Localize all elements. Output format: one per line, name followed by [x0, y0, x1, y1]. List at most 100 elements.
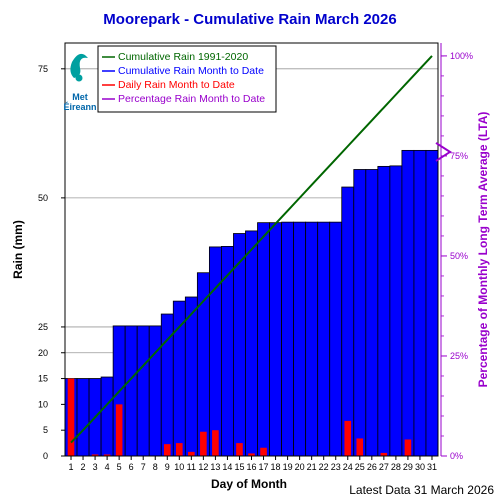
x-tick-label: 30 — [415, 462, 425, 472]
x-tick-label: 26 — [367, 462, 377, 472]
cumulative-bar — [401, 149, 415, 457]
cumulative-bar — [136, 325, 150, 457]
cumulative-bar — [208, 246, 222, 457]
y2-tick-label: 25% — [450, 351, 468, 361]
daily-bar — [404, 439, 412, 456]
logo-swirl-icon — [70, 53, 88, 78]
cumulative-bar — [389, 165, 403, 457]
y-tick-label: 0 — [43, 451, 48, 461]
x-tick-label: 28 — [391, 462, 401, 472]
daily-bar — [115, 404, 123, 456]
y-tick-label: 50 — [38, 193, 48, 203]
y-tick-label: 20 — [38, 348, 48, 358]
cumulative-bar — [293, 221, 307, 457]
y2-tick-label: 0% — [450, 451, 463, 461]
x-tick-label: 22 — [319, 462, 329, 472]
legend-item: Cumulative Rain 1991-2020 — [118, 51, 248, 63]
x-tick-label: 11 — [187, 462, 196, 472]
cumulative-bar — [341, 186, 355, 457]
chart-title: Moorepark - Cumulative Rain March 2026 — [103, 11, 396, 28]
legend: Cumulative Rain 1991-2020 Cumulative Rain… — [97, 45, 277, 113]
cumulative-bar — [221, 246, 234, 457]
cumulative-bar — [76, 378, 90, 457]
logo-text-eireann: Éireann — [63, 102, 96, 112]
cumulative-bar — [184, 296, 198, 457]
daily-bar — [163, 444, 171, 456]
daily-bar — [260, 447, 267, 456]
x-tick-label: 18 — [271, 462, 281, 472]
cumulative-bar — [281, 221, 295, 457]
logo-text-met: Met — [72, 92, 88, 102]
lta-line — [70, 55, 433, 444]
x-tick-label: 25 — [355, 462, 365, 472]
cumulative-bar — [329, 221, 343, 457]
legend-box — [97, 45, 277, 113]
daily-bar — [236, 443, 243, 456]
x-tick-label: 13 — [210, 462, 220, 472]
y2-axis-label: Percentage of Monthly Long Term Average … — [476, 112, 490, 388]
x-tick-label: 24 — [343, 462, 353, 472]
y-axis-label: Rain (mm) — [11, 220, 25, 279]
cumulative-bar — [257, 222, 270, 457]
daily-bar — [212, 430, 219, 456]
cumulative-bar — [377, 165, 391, 457]
cumulative-bar — [245, 230, 258, 457]
legend-item: Percentage Rain Month to Date — [118, 93, 265, 105]
cumulative-bar — [413, 149, 427, 457]
x-tick-label: 9 — [165, 462, 170, 472]
x-tick-label: 21 — [307, 462, 317, 472]
cumulative-bar — [305, 221, 319, 457]
y-tick-label: 75 — [38, 64, 48, 74]
daily-bar — [200, 431, 207, 456]
cumulative-bar — [269, 222, 282, 457]
cumulative-bar — [172, 300, 186, 457]
x-tick-label: 6 — [129, 462, 134, 472]
cumulative-bar — [365, 169, 379, 457]
y2-tick-label: 50% — [450, 251, 468, 261]
x-tick-label: 15 — [234, 462, 244, 472]
x-tick-label: 12 — [198, 462, 208, 472]
x-tick-label: 16 — [246, 462, 256, 472]
x-tick-label: 27 — [379, 462, 389, 472]
daily-bar — [188, 451, 195, 456]
x-tick-label: 8 — [153, 462, 158, 472]
daily-bar — [91, 454, 99, 456]
x-tick-label: 20 — [295, 462, 305, 472]
y-tick-label: 25 — [38, 322, 48, 332]
x-tick-label: 14 — [222, 462, 232, 472]
daily-bar — [175, 443, 183, 456]
y2-tick-label: 75% — [450, 151, 468, 161]
daily-bar — [356, 438, 364, 456]
x-tick-label: 4 — [105, 462, 110, 472]
x-tick-label: 7 — [141, 462, 146, 472]
percentage-marker — [435, 142, 452, 162]
x-tick-label: 2 — [81, 462, 86, 472]
x-tick-label: 17 — [259, 462, 269, 472]
x-tick-label: 29 — [403, 462, 413, 472]
y-tick-label: 10 — [38, 399, 48, 409]
y-tick-label: 15 — [38, 374, 48, 384]
x-tick-label: 3 — [93, 462, 98, 472]
daily-bar — [67, 378, 75, 456]
x-tick-label: 31 — [427, 462, 437, 472]
x-tick-label: 10 — [174, 462, 184, 472]
y2-tick-label: 100% — [450, 51, 473, 61]
cumulative-bar — [124, 325, 138, 457]
cumulative-bar — [425, 149, 439, 457]
daily-bar — [380, 452, 388, 456]
x-tick-label: 23 — [331, 462, 341, 472]
legend-item: Daily Rain Month to Date — [118, 79, 235, 91]
x-tick-label: 5 — [117, 462, 122, 472]
y-tick-label: 5 — [43, 425, 48, 435]
latest-data-footer: Latest Data 31 March 2026 — [349, 483, 494, 497]
cumulative-bar — [353, 169, 367, 457]
daily-bar — [103, 454, 111, 456]
cumulative-bar — [148, 325, 162, 457]
cumulative-bar — [100, 376, 114, 457]
legend-item: Cumulative Rain Month to Date — [118, 65, 264, 77]
logo-dot-icon — [75, 74, 83, 82]
x-tick-label: 19 — [283, 462, 293, 472]
